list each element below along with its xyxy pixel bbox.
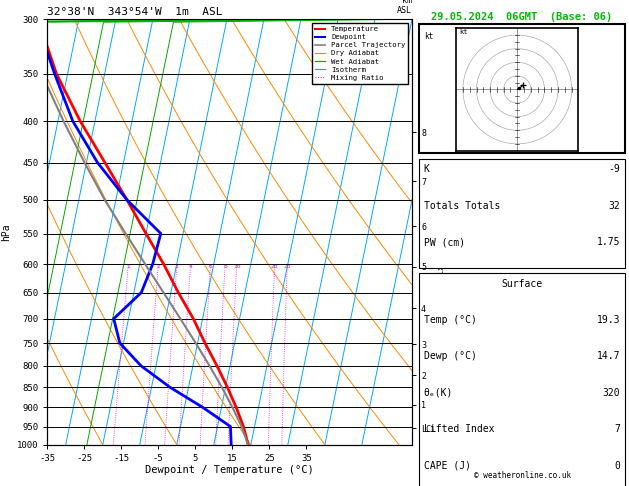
Text: 3: 3 — [175, 264, 179, 269]
Text: Surface: Surface — [501, 278, 543, 289]
Text: 14.7: 14.7 — [597, 351, 620, 362]
Text: 0: 0 — [615, 461, 620, 471]
Text: 25: 25 — [284, 264, 291, 269]
Text: Mixing Ratio (g/kg): Mixing Ratio (g/kg) — [437, 185, 446, 279]
Text: 4: 4 — [189, 264, 192, 269]
Legend: Temperature, Dewpoint, Parcel Trajectory, Dry Adiabat, Wet Adiabat, Isotherm, Mi: Temperature, Dewpoint, Parcel Trajectory… — [311, 23, 408, 84]
Text: 8: 8 — [223, 264, 227, 269]
Bar — [420, 273, 625, 486]
Text: 32: 32 — [609, 201, 620, 211]
Text: 10: 10 — [233, 264, 240, 269]
Text: Temp (°C): Temp (°C) — [424, 315, 477, 325]
Text: km
ASL: km ASL — [397, 0, 412, 15]
Text: 2: 2 — [157, 264, 160, 269]
Text: CAPE (J): CAPE (J) — [424, 461, 470, 471]
Y-axis label: hPa: hPa — [1, 223, 11, 241]
Text: 19.3: 19.3 — [597, 315, 620, 325]
Text: θₑ(K): θₑ(K) — [424, 388, 453, 398]
Text: PW (cm): PW (cm) — [424, 237, 465, 247]
X-axis label: Dewpoint / Temperature (°C): Dewpoint / Temperature (°C) — [145, 466, 314, 475]
Text: K: K — [424, 164, 430, 174]
Text: Lifted Index: Lifted Index — [424, 424, 494, 434]
Text: Dewp (°C): Dewp (°C) — [424, 351, 477, 362]
Bar — [420, 24, 625, 153]
Text: kt: kt — [459, 29, 467, 35]
Text: kt: kt — [424, 32, 433, 41]
Text: 1.75: 1.75 — [597, 237, 620, 247]
Text: -9: -9 — [609, 164, 620, 174]
Text: 29.05.2024  06GMT  (Base: 06): 29.05.2024 06GMT (Base: 06) — [431, 12, 613, 22]
Text: 1: 1 — [126, 264, 130, 269]
Text: Totals Totals: Totals Totals — [424, 201, 500, 211]
Text: 7: 7 — [615, 424, 620, 434]
Text: 320: 320 — [603, 388, 620, 398]
Text: 20: 20 — [271, 264, 279, 269]
Bar — [420, 159, 625, 268]
Text: 6: 6 — [209, 264, 213, 269]
Text: © weatheronline.co.uk: © weatheronline.co.uk — [474, 471, 571, 480]
Text: 32°38'N  343°54'W  1m  ASL: 32°38'N 343°54'W 1m ASL — [47, 7, 223, 17]
